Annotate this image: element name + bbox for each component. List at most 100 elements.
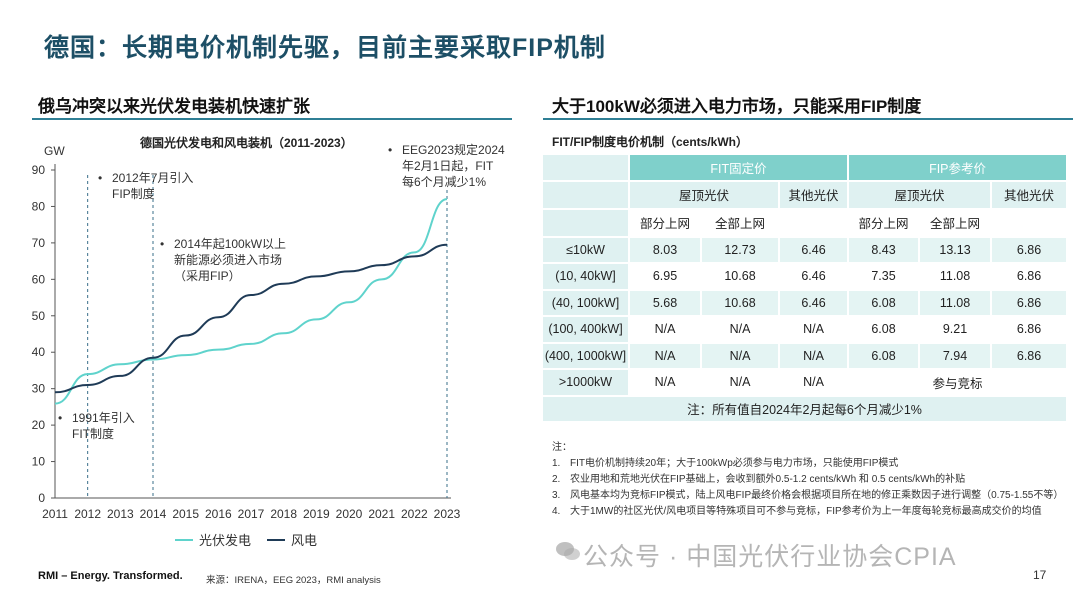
table-row: ≤10kW 8.03 12.73 6.46 8.43 13.13 6.86	[543, 237, 1069, 264]
table-cell: 11.08	[920, 290, 993, 317]
left-section-rule	[32, 118, 512, 120]
annotation-2023-eeg: • EEG2023规定2024 年2月1日起，FIT 每6个月减少1%	[388, 142, 505, 190]
note-item: 3. 风电基本均为竞标FIP模式，陆上风电FIP最终价格会根据项目所在地的修正乘数…	[552, 489, 1064, 503]
bullet-icon: •	[58, 411, 63, 425]
subsub-partial-fit: 部分上网	[630, 209, 702, 238]
x-tick-label: 2020	[336, 507, 363, 521]
x-tick-label: 2023	[434, 507, 461, 521]
table-cell: 7.94	[920, 343, 993, 370]
annotation-lines	[87, 175, 448, 498]
table-cell: 7.35	[849, 264, 921, 291]
x-tick-label: 2011	[42, 507, 68, 521]
table-cell: 6.86	[992, 343, 1069, 370]
bullet-icon: •	[98, 171, 103, 185]
legend-label-pv: 光伏发电	[199, 533, 252, 548]
table-cell: 6.08	[849, 290, 921, 317]
header-fip: FIP参考价	[849, 155, 1069, 182]
subheader-rooftop-fip: 屋顶光伏	[849, 181, 993, 210]
table-cell: 13.13	[920, 237, 993, 264]
subheader-other-fip: 其他光伏	[992, 181, 1069, 210]
table-cell: 6.46	[780, 264, 850, 291]
page-number: 17	[1033, 568, 1047, 582]
note-text: 农业用地和荒地光伏在FIP基础上，会收到额外0.5-1.2 cents/kWh …	[570, 474, 966, 485]
note-number: 3.	[552, 490, 561, 501]
legend-label-wind: 风电	[291, 533, 318, 548]
y-tick-label: 80	[32, 199, 46, 213]
chart-legend: 光伏发电 风电	[175, 530, 317, 549]
chart-title: 德国光伏发电和风电装机（2011-2023）	[140, 136, 353, 150]
y-tick-label: 20	[32, 418, 46, 432]
row-label: (100, 400kW]	[543, 317, 630, 344]
annotation-line: 每6个月减少1%	[402, 175, 487, 189]
table-cell: 6.08	[849, 317, 921, 344]
subsub-full-fip: 全部上网	[920, 209, 993, 238]
x-tick-label: 2012	[74, 507, 101, 521]
table-cell: N/A	[780, 370, 850, 397]
annotation-line: 新能源必须进入市场	[174, 253, 283, 267]
table-cell: 6.86	[992, 264, 1069, 291]
y-tick-label: 10	[32, 455, 46, 469]
y-tick-label: 60	[32, 272, 46, 286]
y-tick-label: 0	[38, 491, 45, 505]
series-line-wind	[54, 243, 448, 394]
y-tick-label: 30	[32, 382, 46, 396]
note-item: 1. FIT电价机制持续20年；大于100kWp必须参与电力市场，只能使用FIP模…	[552, 457, 1062, 471]
right-section-rule	[543, 118, 1073, 120]
table-cell: N/A	[702, 317, 780, 344]
table-title: FIT/FIP制度电价机制（cents/kWh）	[552, 135, 749, 149]
left-section-title: 俄乌冲突以来光伏发电装机快速扩张	[38, 97, 310, 116]
x-tick-label: 2022	[401, 507, 428, 521]
row-label: (400, 1000kW]	[543, 343, 630, 370]
row-label: (10, 40kW]	[543, 264, 630, 291]
table-cell: N/A	[780, 343, 850, 370]
table-row: (40, 100kW] 5.68 10.68 6.46 6.08 11.08 6.86	[543, 290, 1069, 317]
table-cell: N/A	[780, 317, 850, 344]
annotation-2014-market: • 2014年起100kW以上 新能源必须进入市场 （采用FIP）	[160, 236, 286, 284]
note-text: 风电基本均为竞标FIP模式，陆上风电FIP最终价格会根据项目所在地的修正乘数因子…	[570, 490, 1064, 501]
table-subsubheader-row: 部分上网 全部上网 部分上网 全部上网	[543, 209, 1069, 238]
series-line-pv	[54, 198, 448, 405]
annotation-line: FIP制度	[112, 187, 155, 201]
x-tick-label: 2013	[107, 507, 134, 521]
subsub-partial-fip: 部分上网	[849, 209, 921, 238]
y-tick-label: 70	[32, 236, 46, 250]
annotation-line: 年2月1日起，FIT	[402, 159, 494, 173]
page-title: 德国：长期电价机制先驱，目前主要采取FIP机制	[44, 34, 606, 62]
annotation-line: （采用FIP）	[174, 269, 241, 283]
table-cell: N/A	[630, 370, 702, 397]
table-cell: N/A	[702, 370, 780, 397]
bullet-icon: •	[388, 143, 393, 157]
table-cell: 10.68	[702, 264, 780, 291]
table-cell: 9.21	[920, 317, 993, 344]
table-cell: N/A	[630, 317, 702, 344]
table-cell: N/A	[630, 343, 702, 370]
x-tick-label: 2016	[205, 507, 232, 521]
table-row: (400, 1000kW] N/A N/A N/A 6.08 7.94 6.86	[543, 343, 1069, 370]
annotation-line: 1991年引入	[72, 411, 135, 425]
table-cell: 6.95	[630, 264, 702, 291]
table-cell: 10.68	[702, 290, 780, 317]
table-note: 注：所有值自2024年2月起每6个月减少1%	[543, 396, 1069, 423]
right-section-title: 大于100kW必须进入电力市场，只能采用FIP制度	[552, 97, 922, 116]
table-note-row: 注：所有值自2024年2月起每6个月减少1%	[543, 396, 1069, 423]
x-tick-label: 2019	[303, 507, 330, 521]
y-tick-label: 90	[32, 163, 46, 177]
subheader-other-fit: 其他光伏	[780, 181, 850, 210]
legend-swatch-wind	[267, 538, 286, 541]
table-cell: 11.08	[920, 264, 993, 291]
table-row: >1000kW N/A N/A N/A 参与竞标	[543, 370, 1069, 397]
y-axis-label: GW	[44, 144, 65, 158]
x-tick-label: 2015	[172, 507, 199, 521]
annotation-line: 2012年7月引入	[112, 171, 194, 185]
note-number: 1.	[552, 458, 561, 469]
table-cell: 8.03	[630, 237, 702, 264]
note-text: 大于1MW的社区光伏/风电项目等特殊项目可不参与竞标，FIP参考价为上一年度每轮…	[570, 506, 1042, 517]
y-tick-label: 50	[32, 309, 46, 323]
chart-series	[54, 198, 448, 405]
table-cell: 6.46	[780, 290, 850, 317]
table-cell: N/A	[702, 343, 780, 370]
watermark: 公众号 · 中国光伏行业协会CPIA	[583, 543, 957, 571]
annotation-1991-fit: • 1991年引入 FIT制度	[58, 410, 135, 442]
line-chart: 0 10 20 30 40 50 60 70 80 90 2011 2012 2013 2014 2015 2…	[32, 144, 461, 521]
bullet-icon: •	[160, 237, 165, 251]
